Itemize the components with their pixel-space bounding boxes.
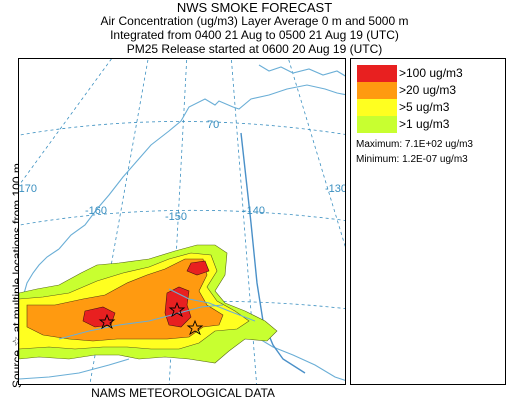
latitude-label-70: 70: [207, 119, 220, 131]
legend-swatch-1: [357, 116, 397, 133]
tanana-river: [168, 288, 256, 322]
concentration-subtitle: Air Concentration (ug/m3) Layer Average …: [100, 14, 409, 28]
source-star-1: [168, 301, 186, 318]
forecast-title: NWS SMOKE FORECAST: [176, 0, 333, 15]
longitude-line-150: [168, 59, 188, 384]
legend-swatch-5: [357, 99, 397, 116]
legend-minimum: Minimum: 1.2E-07 ug/m3: [356, 154, 468, 165]
integration-period: Integrated from 0400 21 Aug to 0500 21 A…: [110, 28, 399, 42]
longitude-line-170: [19, 59, 112, 186]
latitude-line-65: [19, 209, 345, 226]
legend-row-100: >100 ug/m3: [357, 65, 502, 82]
legend-label-20: >20 ug/m3: [399, 83, 457, 97]
meteorological-data-footer: NAMS METEOROLOGICAL DATA: [91, 386, 275, 400]
concentration-legend: >100 ug/m3 >20 ug/m3 >5 ug/m3 >1 ug/m3 M…: [350, 58, 506, 385]
alaska-north-coast: [58, 84, 345, 250]
coastline: [19, 64, 345, 381]
legend-maximum: Maximum: 7.1E+02 ug/m3: [356, 139, 473, 150]
source-side-label: Source ☆ at multiple locations from 100 …: [0, 58, 24, 388]
release-start: PM25 Release started at 0600 20 Aug 19 (…: [126, 42, 383, 56]
arctic-islands: [258, 64, 345, 77]
yukon-river: [58, 304, 224, 340]
latitude-line-70: [19, 121, 345, 136]
source-markers: [98, 301, 204, 336]
source-star-3: [186, 319, 204, 336]
aleutian-chain: [19, 358, 130, 380]
longitude-label-130: -130: [325, 183, 346, 195]
legend-label-1: >1 ug/m3: [399, 117, 450, 131]
plume-level-100-east: [186, 260, 210, 276]
legend-row-20: >20 ug/m3: [357, 82, 502, 99]
legend-swatch-100: [357, 65, 397, 82]
legend-label-5: >5 ug/m3: [399, 100, 450, 114]
longitude-label-150: -150: [165, 211, 188, 223]
smoke-map[interactable]: [19, 59, 346, 385]
source-star-2: [98, 313, 116, 330]
longitude-line-130: [288, 59, 345, 248]
graticule: [19, 59, 345, 384]
legend-row-1: >1 ug/m3: [357, 116, 502, 133]
longitude-label-170: -170: [18, 183, 38, 195]
map-panel[interactable]: -170 -160 -150 -140 -130 70: [18, 58, 346, 385]
legend-swatch-20: [357, 82, 397, 99]
legend-label-100: >100 ug/m3: [399, 66, 463, 80]
smoke-plume: [19, 244, 278, 364]
longitude-label-160: -160: [85, 205, 108, 217]
inland-water: [58, 288, 256, 340]
legend-row-5: >5 ug/m3: [357, 99, 502, 116]
longitude-label-140: -140: [243, 205, 266, 217]
longitude-line-140: [230, 59, 258, 384]
